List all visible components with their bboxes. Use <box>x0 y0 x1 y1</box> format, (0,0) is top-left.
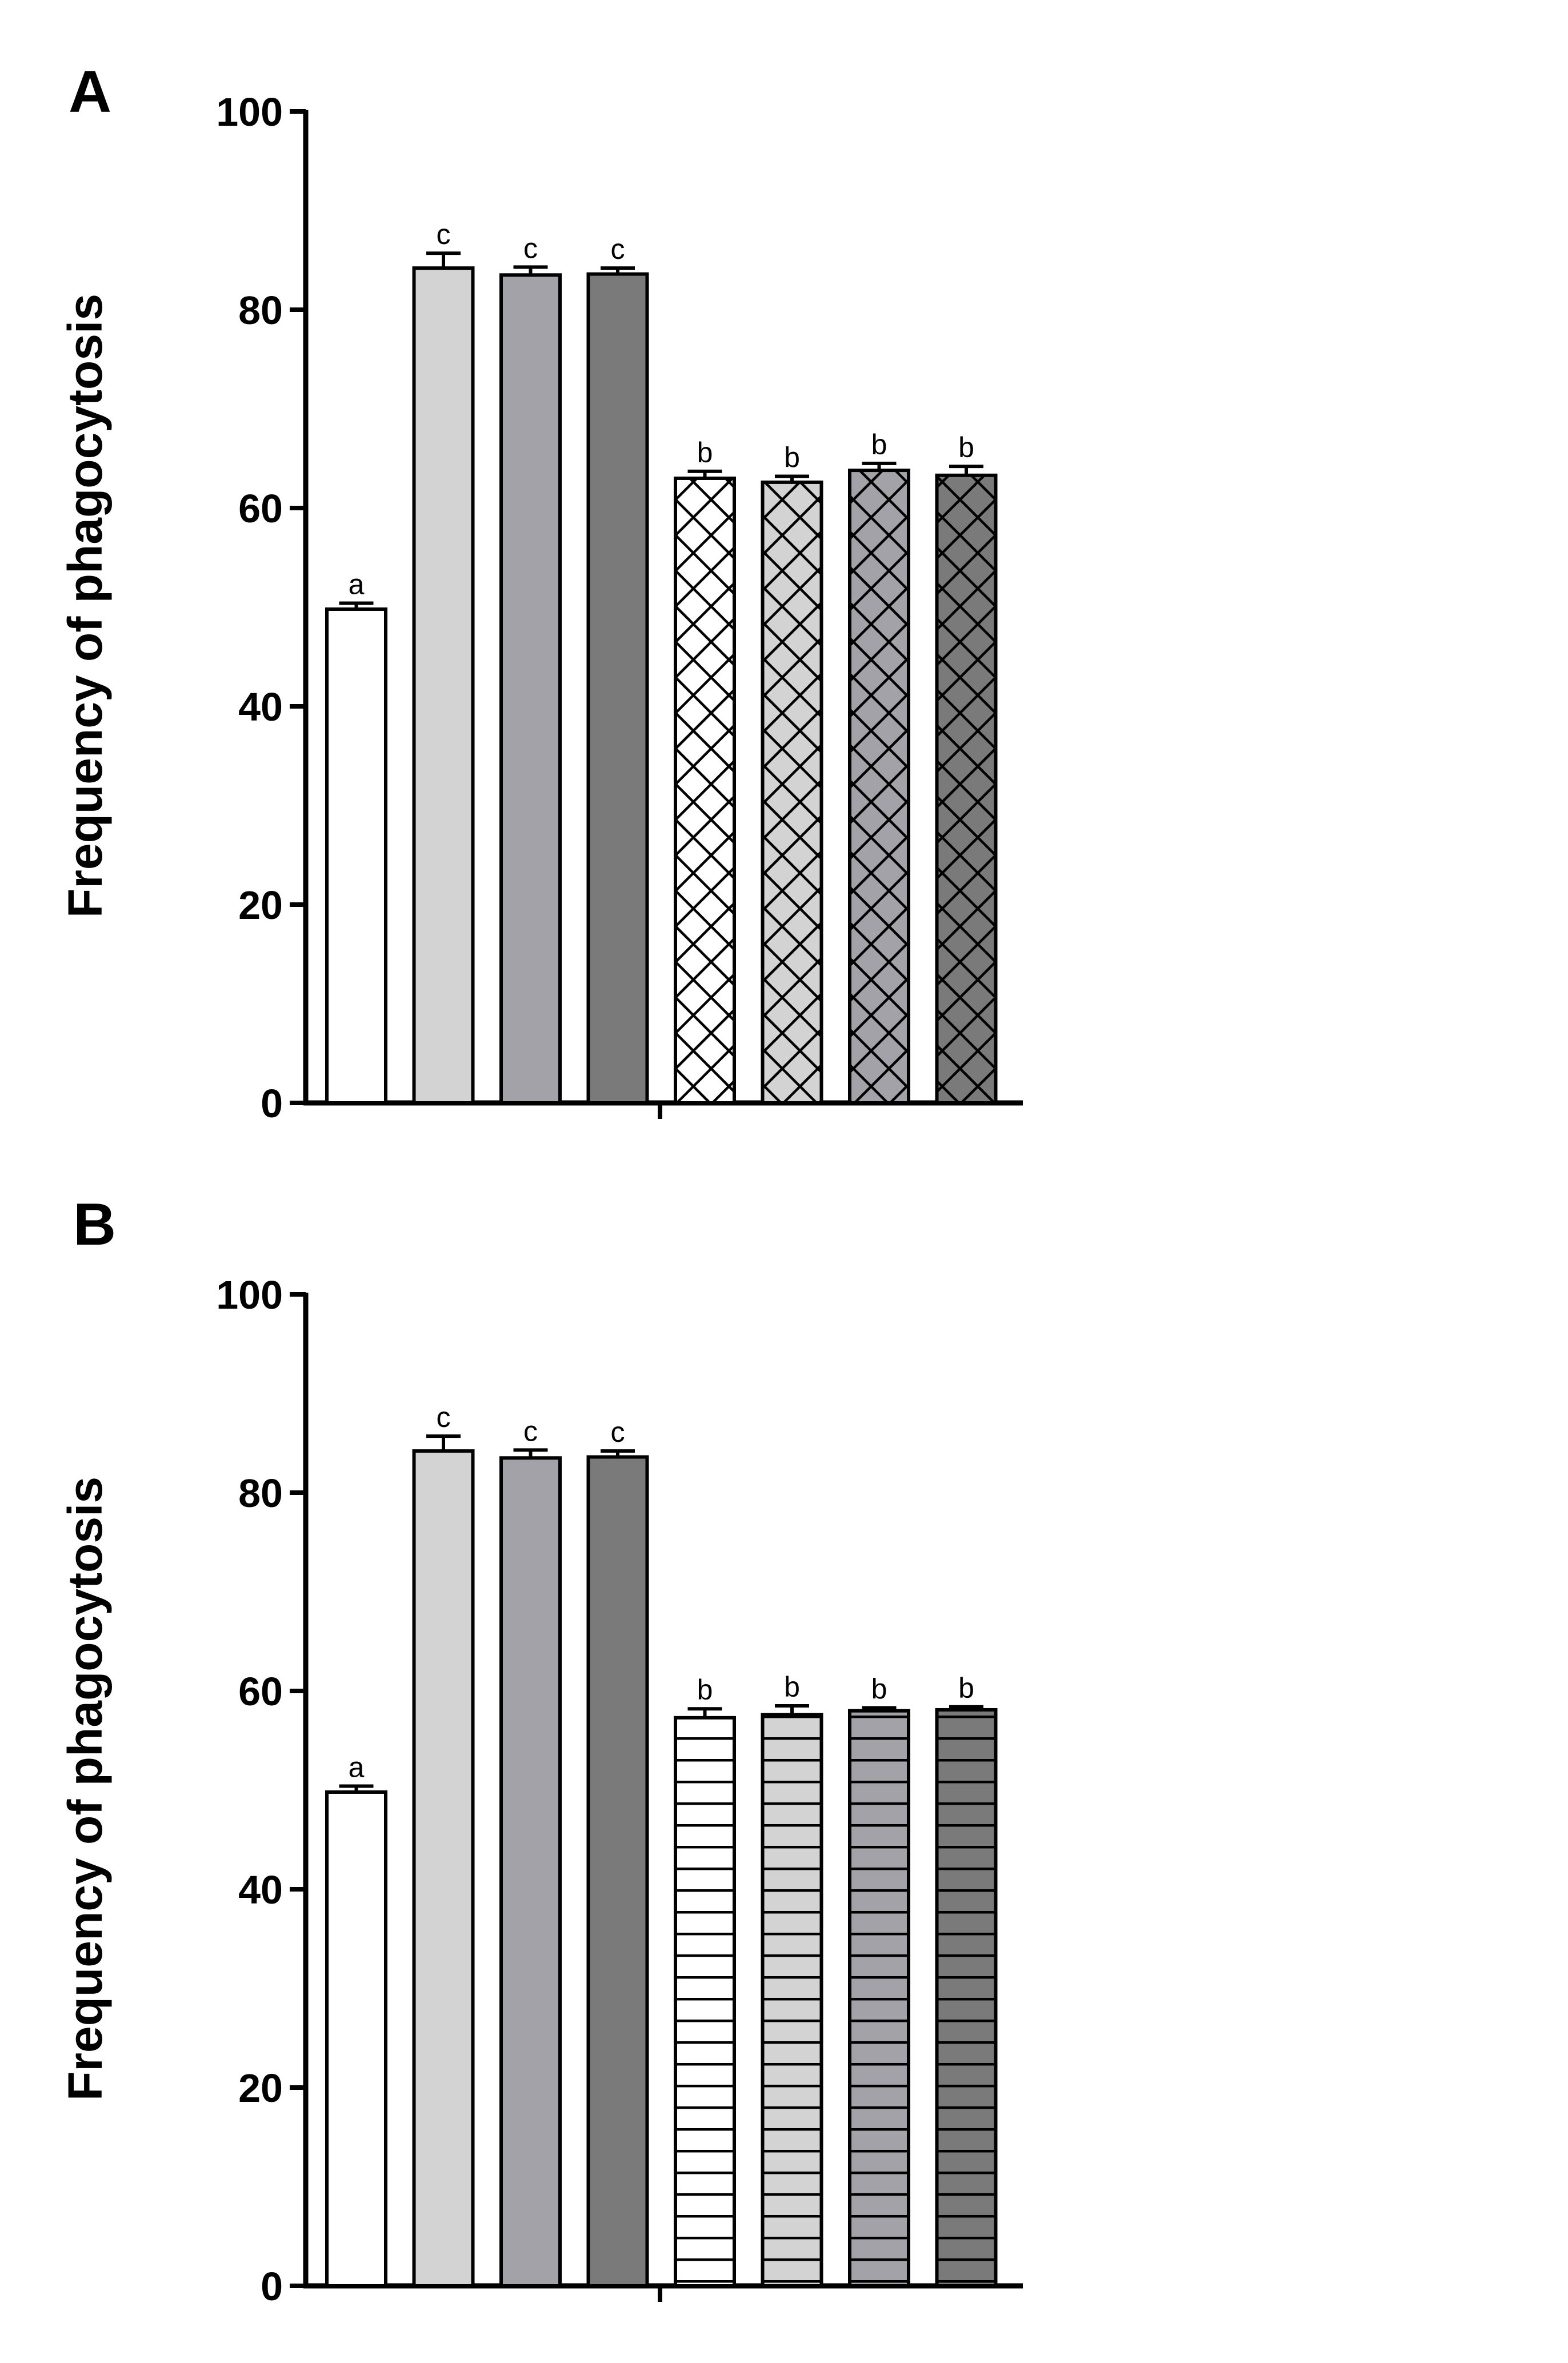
bar-control <box>325 607 387 1105</box>
y-tick-label: 60 <box>238 486 283 531</box>
bar-phtalide-10 <box>499 1456 562 2288</box>
panel-label-a: A <box>69 59 111 125</box>
panel-b: B Frequency of phagocytosis 0 20 40 60 80 100… <box>58 1192 1023 2309</box>
panel-label-b: B <box>73 1192 116 1258</box>
y-axis-label-a: Frequency of phagocytosis <box>58 294 112 918</box>
bar-cyp-phtalide-5 <box>761 480 823 1105</box>
bar-phtalide-5 <box>412 1449 475 2288</box>
significance-label: b <box>784 1671 800 1703</box>
y-tick-label: 100 <box>216 1273 283 1317</box>
y-tick-label: 80 <box>238 288 283 333</box>
bar-phtalide-5 <box>412 266 475 1105</box>
y-tick-label: 0 <box>261 2264 283 2309</box>
bar-control <box>325 1790 387 2288</box>
bar-cis-phtalide-20 <box>935 1708 998 2288</box>
y-tick-label: 100 <box>216 90 283 134</box>
significance-label: c <box>611 233 625 265</box>
significance-label: c <box>611 1416 625 1448</box>
significance-label: b <box>958 1672 974 1704</box>
bars-b: a c c c b b b b <box>325 1401 998 2288</box>
y-tick-label: 20 <box>238 2066 283 2110</box>
y-tick-label: 60 <box>238 1669 283 1714</box>
bar-cyp-phtalide-20 <box>935 473 998 1105</box>
significance-label: b <box>871 429 887 461</box>
bar-cyp <box>674 476 736 1105</box>
significance-label: b <box>697 437 713 469</box>
y-axis-label-b: Frequency of phagocytosis <box>58 1477 112 2101</box>
bar-cis-phtalide-5 <box>761 1713 823 2288</box>
significance-label: c <box>437 218 451 250</box>
bar-cis <box>674 1716 736 2288</box>
significance-label: b <box>871 1673 887 1705</box>
significance-label: a <box>349 1752 365 1784</box>
y-tick-label: 20 <box>238 883 283 927</box>
panel-a: A Frequency of phagocytosis 0 20 40 60 80 100… <box>58 59 1023 1126</box>
y-tick-label: 40 <box>238 1868 283 1912</box>
y-tick-label: 80 <box>238 1471 283 1516</box>
bar-cis-phtalide-10 <box>848 1709 910 2288</box>
significance-label: c <box>523 1415 538 1447</box>
significance-label: a <box>349 569 365 601</box>
significance-label: b <box>784 441 800 473</box>
significance-label: b <box>958 431 974 463</box>
bar-cyp-phtalide-10 <box>848 469 910 1105</box>
y-tick-label: 0 <box>261 1081 283 1126</box>
bars-a: a c c c b b b b <box>325 218 998 1105</box>
significance-label: c <box>437 1401 451 1433</box>
bar-phtalide-20 <box>586 272 649 1105</box>
y-tick-label: 40 <box>238 685 283 729</box>
bar-phtalide-20 <box>586 1455 649 2288</box>
bar-phtalide-10 <box>499 273 562 1105</box>
significance-label: b <box>697 1674 713 1706</box>
significance-label: c <box>523 232 538 264</box>
